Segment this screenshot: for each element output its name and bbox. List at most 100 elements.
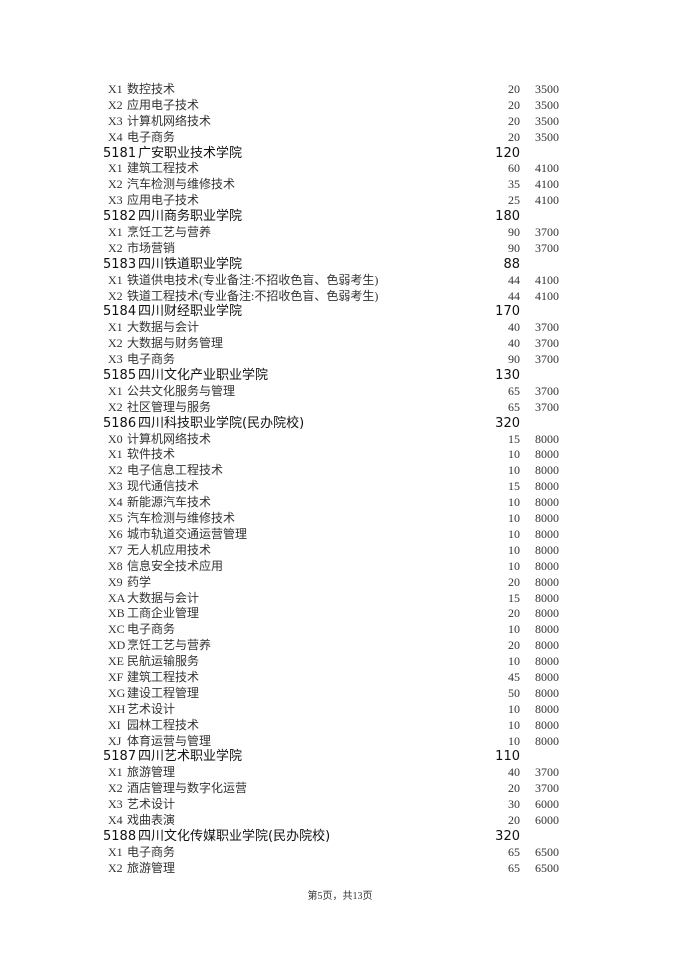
major-count: 20 <box>508 606 520 621</box>
major-count: 10 <box>508 733 520 748</box>
major-fee: 8000 <box>535 463 559 478</box>
major-fee: 8000 <box>535 558 559 573</box>
major-name: 建设工程管理 <box>127 685 200 700</box>
major-row: XG 建设工程管理 50 8000 <box>0 686 680 702</box>
major-name: 信息安全技术应用 <box>127 558 224 573</box>
school-code: 5187 <box>103 749 137 765</box>
major-fee: 6500 <box>535 844 559 859</box>
major-count: 65 <box>508 844 520 859</box>
major-code: X1 <box>108 447 123 462</box>
school-count: 320 <box>495 828 520 844</box>
school-code: 5184 <box>103 304 137 320</box>
major-code: X3 <box>108 797 123 812</box>
major-code: XB <box>108 606 125 621</box>
major-name: 烹饪工艺与营养 <box>127 225 212 240</box>
school-name: 四川铁道职业学院 <box>138 256 243 272</box>
major-fee: 8000 <box>535 511 559 526</box>
major-fee: 4100 <box>535 161 559 176</box>
major-row: X4 戏曲表演 20 6000 <box>0 813 680 829</box>
major-code: X1 <box>108 320 123 335</box>
school-row: 5187 四川艺术职业学院 110 <box>0 749 680 765</box>
major-row: XB 工商企业管理 20 8000 <box>0 606 680 622</box>
major-row: XE 民航运输服务 10 8000 <box>0 654 680 670</box>
major-code: X3 <box>108 479 123 494</box>
major-row: X0 计算机网络技术 15 8000 <box>0 432 680 448</box>
school-count: 180 <box>495 209 520 225</box>
major-fee: 4100 <box>535 272 559 287</box>
major-fee: 3700 <box>535 320 559 335</box>
major-code: X1 <box>108 225 123 240</box>
major-fee: 8000 <box>535 526 559 541</box>
major-count: 10 <box>508 622 520 637</box>
school-name: 四川财经职业学院 <box>138 304 243 320</box>
major-name: 汽车检测与维修技术 <box>127 177 236 192</box>
major-fee: 8000 <box>535 574 559 589</box>
major-name: 应用电子技术 <box>127 97 200 112</box>
major-fee: 3700 <box>535 240 559 255</box>
school-row: 5181 广安职业技术学院 120 <box>0 146 680 162</box>
major-name: 汽车检测与维修技术 <box>127 511 236 526</box>
major-fee: 8000 <box>535 669 559 684</box>
school-count: 130 <box>495 368 520 384</box>
major-count: 65 <box>508 399 520 414</box>
major-name: 大数据与会计 <box>127 320 200 335</box>
school-count: 320 <box>495 415 520 431</box>
major-row: X5 汽车检测与维修技术 10 8000 <box>0 511 680 527</box>
major-fee: 3700 <box>535 225 559 240</box>
major-row: XD 烹饪工艺与营养 20 8000 <box>0 638 680 654</box>
major-code: X1 <box>108 383 123 398</box>
major-code: X3 <box>108 352 123 367</box>
major-fee: 4100 <box>535 288 559 303</box>
major-count: 20 <box>508 129 520 144</box>
school-count: 88 <box>503 256 520 272</box>
major-name: 大数据与会计 <box>127 590 200 605</box>
major-name: 药学 <box>127 574 152 589</box>
major-code: XA <box>108 590 126 605</box>
major-fee: 3700 <box>535 765 559 780</box>
major-name: 电子商务 <box>127 129 176 144</box>
major-fee: 6000 <box>535 812 559 827</box>
school-code: 5185 <box>103 368 137 384</box>
major-name: 应用电子技术 <box>127 193 200 208</box>
major-code: XF <box>108 669 124 684</box>
major-code: X9 <box>108 574 123 589</box>
major-count: 44 <box>508 272 520 287</box>
major-row: X1 烹饪工艺与营养 90 3700 <box>0 225 680 241</box>
major-fee: 3700 <box>535 336 559 351</box>
major-count: 10 <box>508 558 520 573</box>
major-name: 艺术设计 <box>127 701 176 716</box>
major-code: X4 <box>108 129 123 144</box>
major-row: X2 市场营销 90 3700 <box>0 241 680 257</box>
major-code: X7 <box>108 542 123 557</box>
major-name: 现代通信技术 <box>127 479 200 494</box>
major-fee: 8000 <box>535 654 559 669</box>
school-count: 110 <box>495 749 520 765</box>
major-row: XF 建筑工程技术 45 8000 <box>0 670 680 686</box>
major-code: XI <box>108 717 121 732</box>
school-row: 5182 四川商务职业学院 180 <box>0 209 680 225</box>
major-fee: 3700 <box>535 399 559 414</box>
major-count: 10 <box>508 717 520 732</box>
school-row: 5188 四川文化传媒职业学院(民办院校) 320 <box>0 829 680 845</box>
major-row: XJ 体育运营与管理 10 8000 <box>0 734 680 750</box>
major-code: X0 <box>108 431 123 446</box>
school-row: 5184 四川财经职业学院 170 <box>0 304 680 320</box>
major-count: 45 <box>508 669 520 684</box>
major-count: 15 <box>508 590 520 605</box>
major-fee: 3500 <box>535 129 559 144</box>
major-fee: 6000 <box>535 797 559 812</box>
school-name: 四川科技职业学院(民办院校) <box>138 415 305 431</box>
major-code: X1 <box>108 161 123 176</box>
major-count: 20 <box>508 97 520 112</box>
major-code: X1 <box>108 272 123 287</box>
major-code: XE <box>108 654 124 669</box>
major-fee: 8000 <box>535 733 559 748</box>
major-name: 酒店管理与数字化运营 <box>127 781 248 796</box>
major-row: X2 应用电子技术 20 3500 <box>0 98 680 114</box>
major-name: 电子商务 <box>127 352 176 367</box>
major-row: X7 无人机应用技术 10 8000 <box>0 543 680 559</box>
major-code: XG <box>108 685 126 700</box>
major-name: 铁道供电技术(专业备注:不招收色盲、色弱考生) <box>127 272 379 287</box>
major-name: 市场营销 <box>127 240 176 255</box>
major-count: 10 <box>508 526 520 541</box>
